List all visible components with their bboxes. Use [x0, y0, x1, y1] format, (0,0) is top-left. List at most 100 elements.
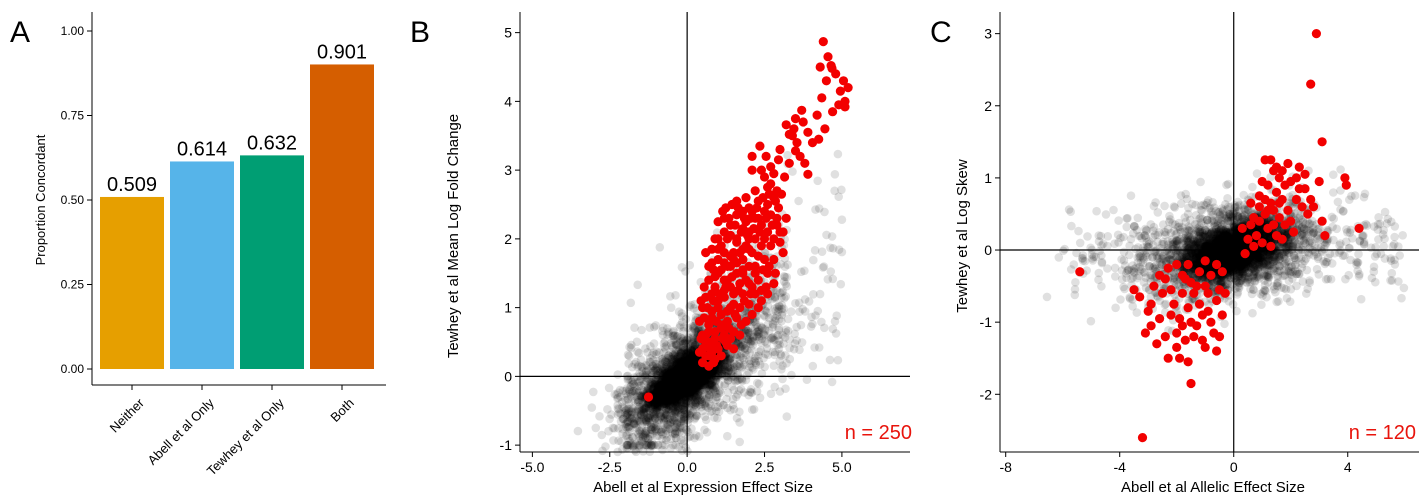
background-point — [822, 231, 831, 240]
background-point — [788, 167, 797, 176]
background-point — [637, 355, 646, 364]
background-point — [730, 365, 739, 374]
background-point — [630, 416, 639, 425]
panel-letter-a: A — [10, 16, 30, 49]
bar-abell-et-al-only — [170, 161, 234, 369]
background-point — [770, 336, 779, 345]
background-point — [809, 290, 818, 299]
background-point — [740, 388, 749, 397]
panel-a-ytick-label: 0.00 — [61, 362, 85, 376]
ytick-label: -1 — [500, 437, 513, 453]
background-point — [624, 441, 633, 450]
background-point — [827, 267, 836, 276]
panel-a-ytick-label: 0.50 — [61, 193, 85, 207]
background-point — [637, 411, 646, 420]
background-point — [642, 427, 651, 436]
background-point — [654, 431, 663, 440]
background-point — [649, 381, 658, 390]
background-point — [776, 387, 785, 396]
background-point — [756, 394, 765, 403]
bar-both — [310, 64, 374, 369]
bar-value-label: 0.614 — [177, 138, 227, 160]
background-point — [828, 378, 837, 387]
background-point — [637, 326, 646, 335]
background-point — [748, 363, 757, 372]
background-point — [658, 327, 667, 336]
background-point — [748, 405, 757, 414]
panel-a-xtick-label: Both — [327, 395, 357, 425]
background-point — [691, 413, 700, 422]
background-point — [633, 281, 642, 290]
background-point — [730, 386, 739, 395]
background-point — [661, 358, 670, 367]
background-point — [705, 392, 714, 401]
background-point — [639, 371, 648, 380]
background-point — [701, 379, 710, 388]
background-point — [809, 362, 818, 371]
background-point — [609, 436, 618, 445]
ytick-label: 1 — [504, 300, 512, 316]
background-point — [829, 275, 838, 284]
background-point — [792, 336, 801, 345]
background-point — [723, 432, 732, 441]
background-point — [735, 438, 744, 447]
background-point — [747, 345, 756, 354]
background-point — [813, 177, 822, 186]
background-point — [664, 386, 673, 395]
background-point — [723, 404, 732, 413]
highlight-point — [797, 106, 806, 115]
background-point — [735, 418, 744, 427]
highlight-point — [748, 166, 757, 175]
background-point — [682, 339, 691, 348]
background-point — [692, 393, 701, 402]
panel-a-ytick-label: 0.25 — [61, 278, 85, 292]
background-point — [629, 377, 638, 386]
panel-letter-c: C — [930, 16, 952, 49]
panel-a-xtick-label: Abell et al Only — [144, 395, 217, 468]
background-point — [814, 307, 823, 316]
background-point — [835, 245, 844, 254]
xtick-label: 0.0 — [677, 459, 697, 475]
background-point — [774, 344, 783, 353]
ytick-label: 4 — [504, 93, 512, 109]
background-point — [625, 343, 634, 352]
background-point — [671, 291, 680, 300]
background-point — [598, 431, 607, 440]
background-point — [830, 187, 839, 196]
background-point — [595, 412, 604, 421]
background-point — [650, 423, 659, 432]
ytick-label: 2 — [504, 231, 512, 247]
xtick-label: -5.0 — [520, 459, 544, 475]
background-point — [779, 304, 788, 313]
background-point — [780, 294, 789, 303]
background-point — [787, 371, 796, 380]
background-point — [660, 416, 669, 425]
background-point — [783, 412, 792, 421]
background-point — [607, 410, 616, 419]
background-point — [650, 339, 659, 348]
background-point — [831, 170, 840, 179]
background-point — [614, 370, 623, 379]
background-point — [703, 371, 712, 380]
background-point — [826, 244, 835, 253]
background-point — [588, 403, 597, 412]
highlight-point — [819, 37, 828, 46]
background-point — [677, 424, 686, 433]
background-point — [837, 280, 846, 289]
background-point — [701, 412, 710, 421]
panel-a-ylabel: Proportion Concordant — [33, 134, 48, 265]
background-point — [817, 318, 826, 327]
background-point — [652, 407, 661, 416]
background-point — [797, 268, 806, 277]
background-point — [826, 356, 835, 365]
background-point — [605, 384, 614, 393]
background-point — [763, 344, 772, 353]
background-point — [755, 380, 764, 389]
background-point — [760, 363, 769, 372]
background-point — [675, 307, 684, 316]
background-point — [701, 401, 710, 410]
background-point — [592, 424, 601, 433]
background-point — [609, 424, 618, 433]
